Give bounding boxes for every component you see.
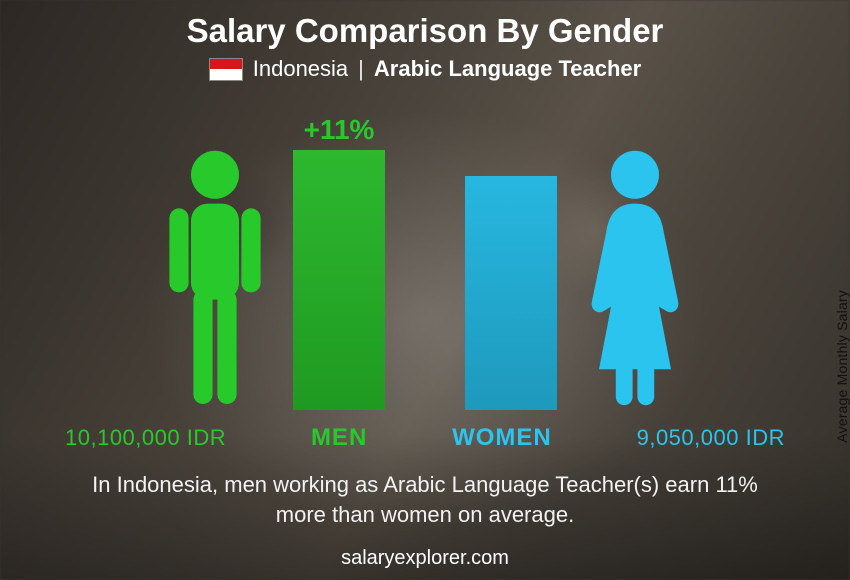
man-icon bbox=[155, 146, 275, 410]
y-axis-label: Average Monthly Salary bbox=[834, 290, 850, 443]
page-title: Salary Comparison By Gender bbox=[187, 12, 664, 50]
women-label: WOMEN bbox=[452, 424, 552, 452]
woman-icon bbox=[575, 146, 695, 410]
women-bar bbox=[465, 176, 557, 410]
subtitle-country: Indonesia bbox=[253, 56, 348, 82]
infographic: Salary Comparison By Gender Indonesia | … bbox=[0, 0, 850, 580]
labels-row: 10,100,000 IDR MEN WOMEN 9,050,000 IDR bbox=[65, 424, 785, 452]
caption: In Indonesia, men working as Arabic Lang… bbox=[65, 470, 785, 529]
flag-icon bbox=[209, 58, 243, 81]
separator: | bbox=[358, 56, 364, 82]
flag-bottom bbox=[210, 69, 242, 80]
subtitle: Indonesia | Arabic Language Teacher bbox=[209, 56, 641, 82]
footer-source: salaryexplorer.com bbox=[0, 547, 850, 570]
men-group: +11% bbox=[155, 146, 385, 410]
flag-top bbox=[210, 59, 242, 70]
men-diff-label: +11% bbox=[293, 114, 385, 146]
men-bar: +11% bbox=[293, 150, 385, 410]
women-group bbox=[465, 146, 695, 410]
men-salary: 10,100,000 IDR bbox=[65, 425, 226, 451]
women-salary: 9,050,000 IDR bbox=[637, 425, 785, 451]
chart-area: +11% bbox=[65, 90, 785, 410]
men-label: MEN bbox=[311, 424, 367, 452]
subtitle-job: Arabic Language Teacher bbox=[374, 56, 641, 82]
